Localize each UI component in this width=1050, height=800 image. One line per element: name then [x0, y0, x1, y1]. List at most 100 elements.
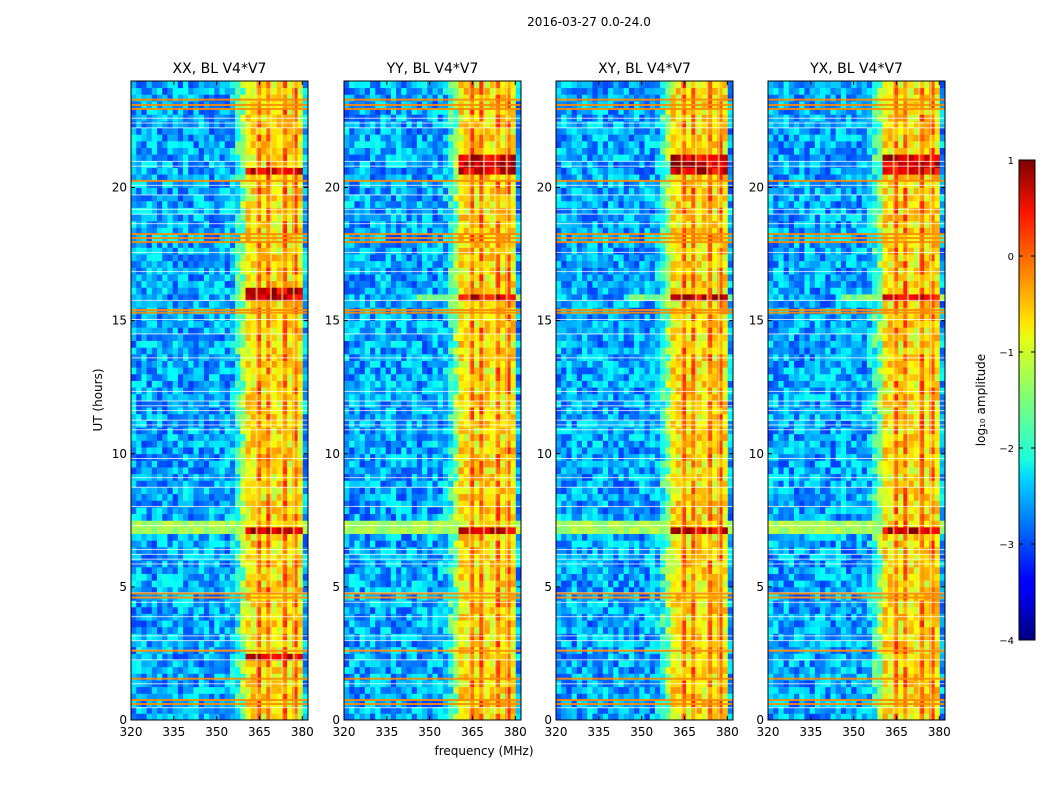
- heatmap-cell: [474, 633, 480, 641]
- heatmap-cell: [229, 120, 236, 128]
- heatmap-cell: [453, 487, 459, 495]
- heatmap-cell: [510, 440, 517, 448]
- heatmap-cell: [172, 260, 179, 268]
- heatmap-cell: [287, 480, 293, 488]
- heatmap-cell: [255, 147, 262, 155]
- heatmap-cell: [162, 214, 168, 222]
- heatmap-cell: [131, 207, 137, 215]
- heatmap-cell: [146, 433, 153, 441]
- heatmap-cell: [219, 600, 226, 608]
- heatmap-cell: [364, 586, 371, 594]
- heatmap-cell: [245, 686, 252, 694]
- heatmap-cell: [203, 347, 210, 355]
- heatmap-cell: [302, 393, 309, 401]
- heatmap-cell: [250, 626, 257, 634]
- heatmap-cell: [292, 640, 298, 648]
- heatmap-cell: [406, 673, 413, 681]
- heatmap-cell: [193, 653, 200, 661]
- heatmap-cell: [172, 320, 179, 328]
- heatmap-cell: [479, 580, 485, 588]
- heatmap-cell: [141, 367, 148, 375]
- heatmap-cell: [209, 200, 215, 208]
- heatmap-cell: [219, 546, 226, 554]
- heatmap-cell: [219, 294, 226, 302]
- heatmap-cell: [359, 713, 366, 721]
- heatmap-cell: [141, 546, 148, 554]
- heatmap-cell: [172, 313, 179, 322]
- heatmap-cell: [448, 520, 454, 528]
- heatmap-cell: [224, 487, 231, 495]
- heatmap-cell: [411, 480, 418, 488]
- heatmap-cell: [380, 600, 387, 608]
- heatmap-cell: [167, 620, 174, 628]
- heatmap-cell: [271, 200, 278, 208]
- heatmap-cell: [364, 713, 371, 721]
- heatmap-cell: [401, 673, 407, 681]
- heatmap-cell: [463, 520, 470, 528]
- heatmap-cell: [411, 447, 418, 455]
- heatmap-cell: [162, 160, 168, 168]
- heatmap-cell: [167, 167, 174, 175]
- heatmap-cell: [219, 626, 226, 634]
- heatmap-cell: [219, 320, 226, 328]
- heatmap-cell: [510, 413, 517, 421]
- heatmap-cell: [157, 187, 163, 195]
- heatmap-cell: [411, 573, 418, 581]
- heatmap-cell: [141, 120, 148, 128]
- heatmap-cell: [136, 287, 142, 295]
- heatmap-cell: [167, 480, 174, 488]
- heatmap-cell: [463, 553, 470, 561]
- heatmap-cell: [474, 467, 480, 475]
- heatmap-cell: [287, 347, 293, 355]
- heatmap-cell: [146, 214, 153, 222]
- heatmap-cell: [131, 433, 137, 441]
- heatmap-cell: [302, 553, 309, 561]
- heatmap-cell: [193, 207, 200, 215]
- heatmap-cell: [209, 427, 215, 435]
- heatmap-cell: [458, 487, 465, 495]
- heatmap-cell: [375, 400, 381, 408]
- heatmap-cell: [157, 167, 163, 175]
- heatmap-cell: [281, 247, 288, 255]
- heatmap-cell: [198, 586, 205, 594]
- heatmap-cell: [193, 254, 200, 262]
- heatmap-cell: [380, 413, 387, 421]
- heatmap-cell: [141, 127, 148, 135]
- rfi-white-line: [131, 429, 308, 431]
- heatmap-cell: [354, 693, 361, 701]
- rfi-white-line: [131, 213, 308, 215]
- heatmap-cell: [474, 706, 480, 714]
- heatmap-cell: [229, 280, 236, 288]
- heatmap-cell: [151, 553, 158, 561]
- heatmap-cell: [193, 640, 200, 648]
- heatmap-cell: [245, 333, 252, 341]
- heatmap-cell: [422, 447, 428, 455]
- rfi-white-line: [131, 333, 308, 335]
- heatmap-cell: [188, 94, 194, 102]
- heatmap-cell: [297, 540, 304, 548]
- heatmap-cell: [193, 400, 200, 408]
- heatmap-cell: [209, 240, 215, 248]
- heatmap-cell: [240, 347, 246, 355]
- heatmap-cell: [188, 620, 194, 628]
- heatmap-cell: [448, 427, 454, 435]
- heatmap-cell: [354, 566, 361, 574]
- heatmap-cell: [390, 507, 397, 515]
- heatmap-cell: [390, 513, 397, 521]
- heatmap-cell: [240, 300, 246, 308]
- heatmap-cell: [198, 333, 205, 341]
- heatmap-cell: [157, 393, 163, 401]
- heatmap-cell: [141, 580, 148, 588]
- heatmap-cell: [287, 526, 293, 535]
- heatmap-cell: [302, 280, 309, 288]
- heatmap-cell: [422, 413, 428, 421]
- heatmap-cell: [255, 400, 262, 408]
- heatmap-cell: [240, 533, 246, 541]
- heatmap-cell: [193, 280, 200, 288]
- heatmap-cell: [297, 507, 304, 515]
- heatmap-cell: [432, 673, 439, 681]
- heatmap-cell: [510, 600, 517, 608]
- heatmap-cell: [479, 460, 485, 468]
- heatmap-cell: [255, 327, 262, 335]
- heatmap-cell: [271, 606, 278, 614]
